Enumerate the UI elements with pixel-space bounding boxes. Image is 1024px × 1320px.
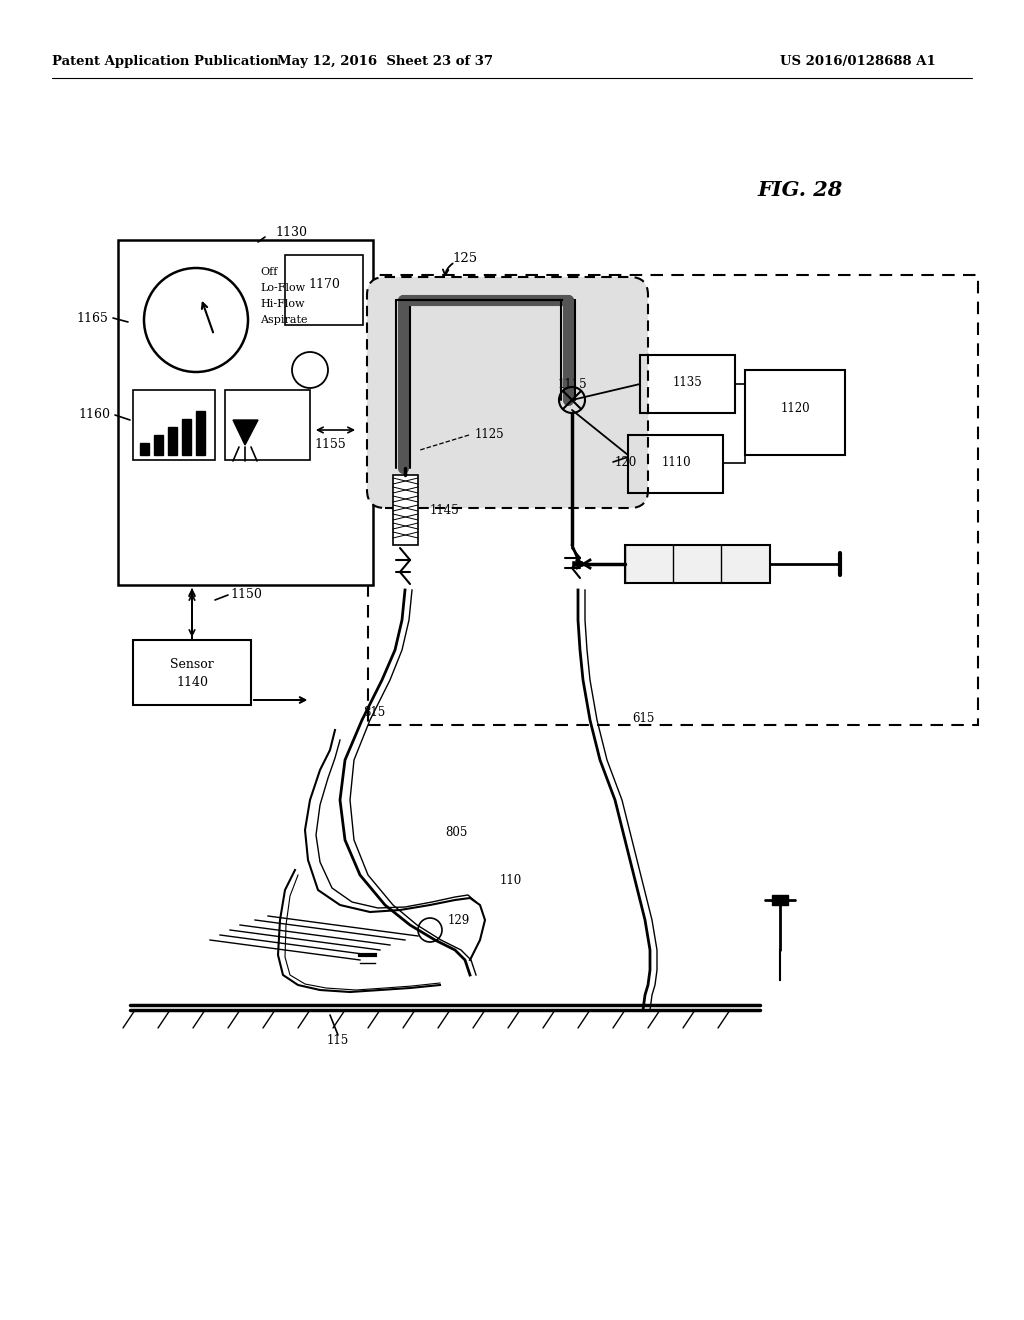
FancyBboxPatch shape bbox=[118, 240, 373, 585]
FancyBboxPatch shape bbox=[368, 275, 978, 725]
Text: 1170: 1170 bbox=[308, 279, 340, 292]
Bar bbox=[140, 444, 150, 455]
Text: 615: 615 bbox=[632, 711, 654, 725]
Text: 1115: 1115 bbox=[557, 378, 587, 391]
Text: 1130: 1130 bbox=[275, 227, 307, 239]
Text: 815: 815 bbox=[362, 705, 385, 718]
Text: Hi-Flow: Hi-Flow bbox=[260, 300, 304, 309]
Text: 1110: 1110 bbox=[662, 455, 691, 469]
Text: 1150: 1150 bbox=[230, 589, 262, 602]
Text: US 2016/0128688 A1: US 2016/0128688 A1 bbox=[780, 55, 936, 69]
Text: 1140: 1140 bbox=[176, 676, 208, 689]
Text: Lo-Flow: Lo-Flow bbox=[260, 282, 305, 293]
Bar bbox=[182, 418, 191, 455]
Text: 1155: 1155 bbox=[314, 438, 346, 451]
Text: 125: 125 bbox=[452, 252, 477, 264]
Text: 129: 129 bbox=[449, 913, 470, 927]
Text: Aspirate: Aspirate bbox=[260, 315, 307, 325]
Text: 1160: 1160 bbox=[78, 408, 110, 421]
Polygon shape bbox=[233, 420, 258, 445]
Text: 1165: 1165 bbox=[76, 312, 108, 325]
Bar bbox=[772, 895, 788, 906]
Text: 805: 805 bbox=[445, 825, 467, 838]
FancyBboxPatch shape bbox=[367, 277, 648, 508]
Text: FIG. 28: FIG. 28 bbox=[758, 180, 843, 201]
Bar bbox=[154, 436, 163, 455]
Text: 1125: 1125 bbox=[475, 429, 505, 441]
Bar bbox=[196, 411, 205, 455]
Text: 1120: 1120 bbox=[780, 401, 810, 414]
Text: 120: 120 bbox=[615, 457, 637, 470]
FancyBboxPatch shape bbox=[393, 475, 418, 545]
Text: 1135: 1135 bbox=[673, 375, 702, 388]
Text: 115: 115 bbox=[327, 1034, 349, 1047]
Text: Sensor: Sensor bbox=[170, 659, 214, 672]
Text: 1145: 1145 bbox=[430, 503, 460, 516]
Bar bbox=[168, 426, 177, 455]
Text: May 12, 2016  Sheet 23 of 37: May 12, 2016 Sheet 23 of 37 bbox=[278, 55, 493, 69]
Text: Patent Application Publication: Patent Application Publication bbox=[52, 55, 279, 69]
FancyBboxPatch shape bbox=[625, 545, 770, 583]
Text: Off: Off bbox=[260, 267, 278, 277]
Text: 110: 110 bbox=[500, 874, 522, 887]
